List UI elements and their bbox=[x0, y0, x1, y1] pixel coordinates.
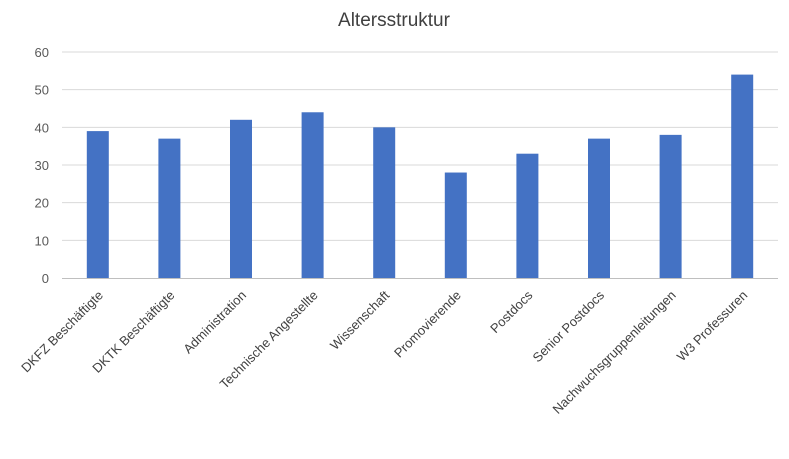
bar bbox=[301, 112, 324, 279]
y-tick-label: 10 bbox=[35, 233, 49, 248]
bar bbox=[230, 119, 252, 278]
y-tick-label: 20 bbox=[35, 196, 49, 211]
gridlines bbox=[62, 51, 778, 241]
y-tick-label: 0 bbox=[42, 271, 49, 286]
chart-title: Altersstruktur bbox=[338, 10, 451, 31]
y-tick-label: 40 bbox=[35, 120, 49, 135]
y-tick-label: 60 bbox=[35, 45, 49, 60]
y-tick-label: 50 bbox=[35, 83, 49, 98]
bar bbox=[659, 134, 682, 278]
bar bbox=[373, 127, 396, 278]
x-category-label: W3 Professuren bbox=[674, 288, 751, 365]
x-category-label: Nachwuchsgruppenleitungen bbox=[550, 288, 679, 417]
x-category-label: Promovierende bbox=[391, 288, 464, 361]
bars bbox=[86, 74, 754, 279]
x-category-label: Postdocs bbox=[487, 287, 536, 336]
bar bbox=[444, 172, 467, 278]
y-axis-tick-labels: 0 10 20 30 40 50 60 bbox=[35, 45, 49, 286]
bar bbox=[158, 138, 181, 278]
bar bbox=[516, 153, 539, 278]
y-tick-label: 30 bbox=[35, 158, 49, 173]
bar bbox=[86, 131, 109, 278]
bar bbox=[588, 138, 610, 278]
x-category-label: Senior Postdocs bbox=[530, 287, 608, 365]
x-category-label: Administration bbox=[180, 288, 249, 357]
bar bbox=[731, 74, 754, 278]
x-category-label: Wissenschaft bbox=[327, 287, 393, 353]
